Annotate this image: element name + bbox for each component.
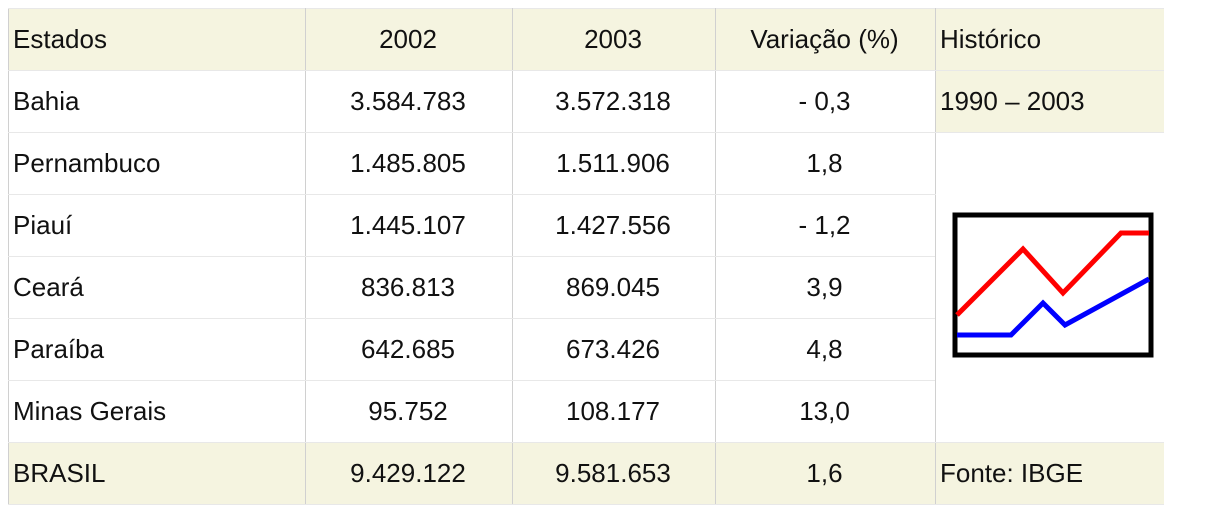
number-cell: 1.511.906 bbox=[512, 132, 716, 195]
data-row: Piauí 1.445.107 1.427.556- 1,2 bbox=[8, 194, 1164, 257]
header-cell: 2002 bbox=[305, 8, 513, 71]
header-cell: 2003 bbox=[512, 8, 716, 71]
number-cell: - 0,3 bbox=[715, 70, 936, 133]
table-body: Estados 2002 2003 Variação (%) Histórico Bahi… bbox=[8, 8, 1164, 505]
number-cell: - 1,2 bbox=[715, 194, 936, 257]
data-row: Ceará 836.813 869.045 3,9 bbox=[8, 256, 1164, 319]
state-cell: Piauí bbox=[8, 194, 306, 257]
number-cell: 1.485.805 bbox=[305, 132, 513, 195]
state-cell: Minas Gerais bbox=[8, 380, 306, 443]
history-icon bbox=[952, 212, 1154, 358]
data-row: Bahia 3.584.783 3.572.318- 0,3 1990 – 2003 bbox=[8, 70, 1164, 133]
state-cell: Paraíba bbox=[8, 318, 306, 381]
number-cell: 1,6 bbox=[715, 442, 936, 505]
number-cell: 3.584.783 bbox=[305, 70, 513, 133]
number-cell: 869.045 bbox=[512, 256, 716, 319]
history-source: Fonte: IBGE bbox=[935, 442, 1164, 505]
data-row: Minas Gerais 95.752 108.177 13,0 bbox=[8, 380, 1164, 443]
number-cell: 642.685 bbox=[305, 318, 513, 381]
number-cell: 673.426 bbox=[512, 318, 716, 381]
number-cell: 1,8 bbox=[715, 132, 936, 195]
history-icon-cell bbox=[935, 132, 1164, 443]
number-cell: 95.752 bbox=[305, 380, 513, 443]
header-cell: Estados bbox=[8, 8, 306, 71]
number-cell: 9.581.653 bbox=[512, 442, 716, 505]
history-period: 1990 – 2003 bbox=[935, 70, 1164, 133]
number-cell: 3,9 bbox=[715, 256, 936, 319]
data-row: Pernambuco 1.485.805 1.511.906 1,8 bbox=[8, 132, 1164, 443]
table-wrap: Estados 2002 2003 Variação (%) Histórico Bahi… bbox=[8, 8, 1164, 505]
state-cell: Pernambuco bbox=[8, 132, 306, 195]
header-row: Estados 2002 2003 Variação (%) Histórico bbox=[8, 8, 1164, 71]
number-cell: 4,8 bbox=[715, 318, 936, 381]
number-cell: 9.429.122 bbox=[305, 442, 513, 505]
number-cell: 1.427.556 bbox=[512, 194, 716, 257]
number-cell: 1.445.107 bbox=[305, 194, 513, 257]
data-row: Paraíba 642.685 673.426 4,8 bbox=[8, 318, 1164, 381]
icon-blue-line bbox=[956, 276, 1150, 338]
number-cell: 108.177 bbox=[512, 380, 716, 443]
state-cell: Ceará bbox=[8, 256, 306, 319]
total-row: BRASIL 9.429.122 9.581.653 1,6 Fonte: IBGE bbox=[8, 442, 1164, 505]
number-cell: 3.572.318 bbox=[512, 70, 716, 133]
number-cell: 13,0 bbox=[715, 380, 936, 443]
number-cell: 836.813 bbox=[305, 256, 513, 319]
icon-red-line bbox=[954, 230, 1149, 317]
data-table: Estados 2002 2003 Variação (%) Histórico Bahi… bbox=[8, 8, 1164, 505]
header-cell: Histórico bbox=[935, 8, 1164, 71]
state-cell: BRASIL bbox=[8, 442, 306, 505]
header-cell: Variação (%) bbox=[715, 8, 936, 71]
state-cell: Bahia bbox=[8, 70, 306, 133]
